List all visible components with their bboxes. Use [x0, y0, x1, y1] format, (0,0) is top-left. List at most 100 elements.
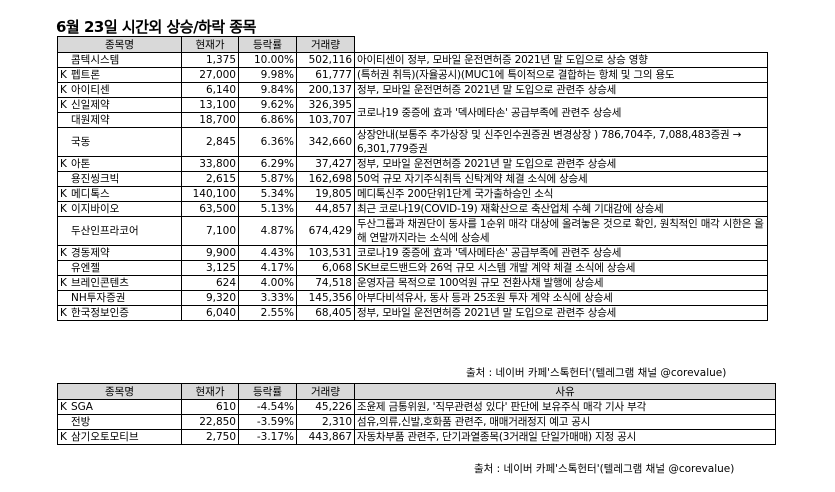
- cell-volume: 19,805: [296, 186, 355, 202]
- table-row: K 경동제약 9,900 4.43% 103,531 코로나19 중증에 효과 '덱사메타…: [57, 245, 768, 261]
- cell-price: 1,375: [181, 52, 239, 68]
- stock-name: 경동제약: [71, 247, 110, 259]
- cell-name: 대원제약: [57, 112, 182, 128]
- stock-name: 콤텍시스템: [71, 54, 120, 66]
- table-row: 두산인프라코어 7,100 4.87% 674,429 두산그룹과 채권단이 동사를 1…: [57, 216, 768, 246]
- cell-change: 4.87%: [238, 216, 297, 246]
- market-mark: K: [60, 158, 67, 170]
- cell-reason: 최근 코로나19(COVID-19) 재확산으로 축산업체 수혜 기대감에 상승…: [354, 201, 768, 217]
- stock-name: 아톤: [71, 158, 91, 170]
- cell-reason: 코로나19 중증에 효과 '덱사메타손' 공급부족에 관련주 상승세: [354, 97, 768, 128]
- cell-price: 2,750: [181, 429, 239, 445]
- col-header-change: 등락률: [238, 383, 297, 400]
- cell-reason: 정부, 모바일 운전면허증 2021년 말 도입으로 관련주 상승세: [354, 156, 768, 172]
- cell-name: 전방: [57, 414, 182, 430]
- cell-name: K 이지바이오: [57, 201, 182, 217]
- cell-price: 13,100: [181, 97, 239, 113]
- cell-reason: 운영자금 목적으로 100억원 규모 전환사채 발행에 상승세: [354, 275, 768, 291]
- cell-name: K 브레인콘텐츠: [57, 275, 182, 291]
- stock-name: 전방: [71, 416, 91, 428]
- col-header-price: 현재가: [181, 36, 239, 53]
- cell-volume: 37,427: [296, 156, 355, 172]
- cell-price: 2,615: [181, 171, 239, 187]
- cell-volume: 162,698: [296, 171, 355, 187]
- cell-price: 140,100: [181, 186, 239, 202]
- cell-volume: 200,137: [296, 82, 355, 98]
- cell-volume: 145,356: [296, 290, 355, 306]
- cell-name: K SGA: [57, 399, 182, 415]
- cell-name: 두산인프라코어: [57, 216, 182, 246]
- stock-name: 삼기오토모티브: [71, 431, 139, 443]
- fall-table: 종목명 현재가 등락률 거래량 사유 K SGA 610 -4.54% 45,226 조윤…: [57, 383, 776, 445]
- cell-change: -3.59%: [238, 414, 297, 430]
- cell-price: 610: [181, 399, 239, 415]
- cell-volume: 342,660: [296, 127, 355, 157]
- cell-volume: 6,068: [296, 260, 355, 276]
- stock-name: 펩트론: [71, 69, 100, 81]
- market-mark: K: [60, 84, 67, 96]
- stock-name: 대원제약: [71, 114, 110, 126]
- cell-volume: 68,405: [296, 305, 355, 321]
- table-row: 콤텍시스템 1,375 10.00% 502,116 아이티센이 정부, 모바일 운전면…: [57, 52, 768, 68]
- rise-table: 종목명 현재가 등락률 거래량 콤텍시스템 1,375 10.00% 502,116 아…: [57, 36, 768, 321]
- table-row: K 이지바이오 63,500 5.13% 44,857 최근 코로나19(COVID-19…: [57, 201, 768, 217]
- cell-reason: 두산그룹과 채권단이 동사를 1순위 매각 대상에 올려놓은 것으로 확인, 원…: [354, 216, 768, 246]
- cell-volume: 45,226: [296, 399, 355, 415]
- stock-name: 용진씽크빅: [71, 173, 120, 185]
- col-header-reason: 사유: [354, 383, 776, 400]
- rise-table-header: 종목명 현재가 등락률 거래량: [57, 36, 768, 53]
- stock-name: 메디톡스: [71, 188, 110, 200]
- stock-name: NH투자증권: [71, 292, 126, 304]
- cell-reason: 50억 규모 자기주식취득 신탁계약 체결 소식에 상승세: [354, 171, 768, 187]
- market-mark: K: [60, 307, 67, 319]
- cell-volume: 61,777: [296, 67, 355, 83]
- cell-price: 3,125: [181, 260, 239, 276]
- cell-reason: 상장안내(보통주 추가상장 및 신주인수권증권 변경상장 ) 786,704주,…: [354, 127, 768, 157]
- cell-change: 6.29%: [238, 156, 297, 172]
- cell-price: 624: [181, 275, 239, 291]
- cell-volume: 674,429: [296, 216, 355, 246]
- table-row: K 아톤 33,800 6.29% 37,427 정부, 모바일 운전면허증 2021년 …: [57, 156, 768, 172]
- cell-reason: SK브로드밴드와 26억 규모 시스템 개발 계약 체결 소식에 상승세: [354, 260, 768, 276]
- table-row: K 아이티센 6,140 9.84% 200,137 정부, 모바일 운전면허증 2021…: [57, 82, 768, 98]
- cell-name: K 펩트론: [57, 67, 182, 83]
- cell-name: K 신일제약: [57, 97, 182, 113]
- cell-change: 5.87%: [238, 171, 297, 187]
- rise-source-note: 출처 : 네이버 카페'스톡헌터'(텔레그램 채널 @corevalue): [466, 367, 727, 379]
- col-header-price: 현재가: [181, 383, 239, 400]
- table-row: 전방 22,850 -3.59% 2,310 섬유,의류,신발,호화품 관련주, 매매거…: [57, 414, 776, 430]
- cell-reason: 아부다비석유사, 동사 등과 25조원 투자 계약 소식에 상승세: [354, 290, 768, 306]
- market-mark: K: [60, 431, 67, 443]
- col-header-reason: [354, 36, 768, 53]
- stock-name: 신일제약: [71, 99, 110, 111]
- table-row: K 메디톡스 140,100 5.34% 19,805 메디톡신주 200단위1단계 국가…: [57, 186, 768, 202]
- cell-volume: 2,310: [296, 414, 355, 430]
- cell-volume: 74,518: [296, 275, 355, 291]
- cell-change: 10.00%: [238, 52, 297, 68]
- market-mark: K: [60, 203, 67, 215]
- stock-name: 유엔젤: [71, 262, 100, 274]
- cell-name: K 메디톡스: [57, 186, 182, 202]
- stock-name: 이지바이오: [71, 203, 120, 215]
- cell-price: 27,000: [181, 67, 239, 83]
- cell-price: 6,040: [181, 305, 239, 321]
- cell-change: 2.55%: [238, 305, 297, 321]
- cell-change: 4.17%: [238, 260, 297, 276]
- cell-change: 5.13%: [238, 201, 297, 217]
- cell-price: 2,845: [181, 127, 239, 157]
- cell-name: 콤텍시스템: [57, 52, 182, 68]
- market-mark: K: [60, 69, 67, 81]
- cell-reason: 정부, 모바일 운전면허증 2021년 말 도입으로 관련주 상승세: [354, 305, 768, 321]
- cell-price: 9,900: [181, 245, 239, 261]
- cell-change: 5.34%: [238, 186, 297, 202]
- cell-reason: 아이티센이 정부, 모바일 운전면허증 2021년 말 도입으로 상승 영향: [354, 52, 768, 68]
- cell-name: K 한국정보인증: [57, 305, 182, 321]
- table-row: K 브레인콘텐츠 624 4.00% 74,518 운영자금 목적으로 100억원 규모 …: [57, 275, 768, 291]
- cell-volume: 326,395: [296, 97, 355, 113]
- cell-name: K 삼기오토모티브: [57, 429, 182, 445]
- cell-volume: 502,116: [296, 52, 355, 68]
- col-header-name: 종목명: [57, 36, 182, 53]
- cell-price: 6,140: [181, 82, 239, 98]
- stock-name: SGA: [71, 401, 93, 413]
- cell-price: 63,500: [181, 201, 239, 217]
